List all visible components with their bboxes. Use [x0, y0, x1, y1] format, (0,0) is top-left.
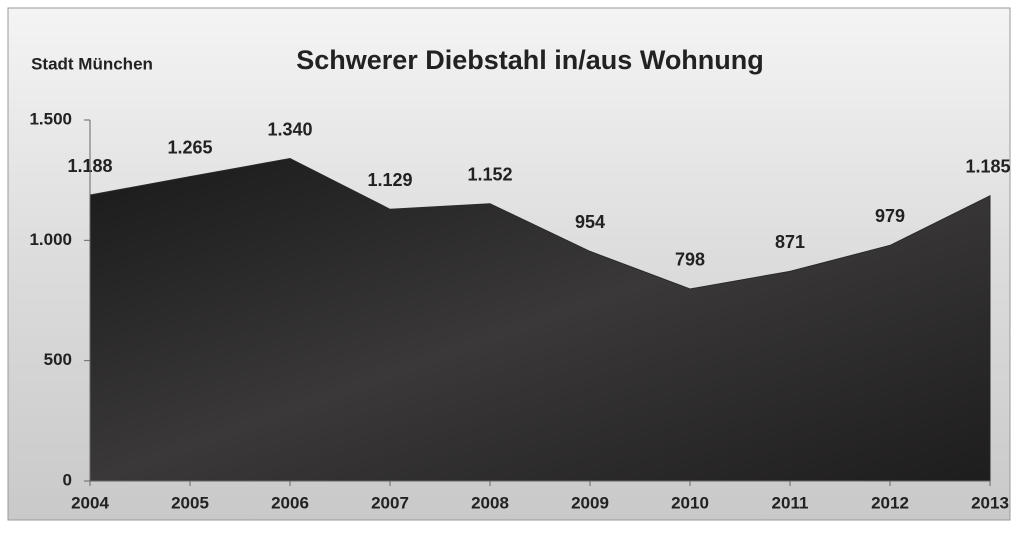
- x-tick-label: 2009: [571, 493, 609, 512]
- value-label: 979: [875, 206, 905, 226]
- value-label: 1.129: [367, 170, 412, 190]
- x-tick-label: 2010: [671, 493, 709, 512]
- x-tick-label: 2013: [971, 493, 1009, 512]
- y-tick-label: 1.500: [29, 109, 72, 128]
- y-tick-label: 500: [44, 350, 72, 369]
- x-tick-label: 2008: [471, 493, 509, 512]
- x-tick-label: 2011: [772, 493, 809, 512]
- chart-title: Schwerer Diebstahl in/aus Wohnung: [296, 45, 764, 75]
- area: [89, 157, 991, 482]
- x-tick-label: 2006: [271, 493, 309, 512]
- value-label: 954: [575, 212, 605, 232]
- value-label: 1.185: [965, 157, 1010, 177]
- value-label: 1.152: [467, 165, 512, 185]
- value-label: 798: [675, 250, 705, 270]
- y-tick-label: 1.000: [29, 230, 72, 249]
- x-tick-label: 2004: [71, 493, 109, 512]
- value-label: 871: [775, 232, 805, 252]
- value-label: 1.340: [267, 119, 312, 139]
- x-tick-label: 2005: [171, 493, 209, 512]
- y-tick-label: 0: [63, 470, 72, 489]
- chart-subtitle: Stadt München: [31, 54, 153, 73]
- x-tick-label: 2012: [871, 493, 909, 512]
- x-tick-label: 2007: [371, 493, 409, 512]
- value-label: 1.265: [167, 137, 212, 157]
